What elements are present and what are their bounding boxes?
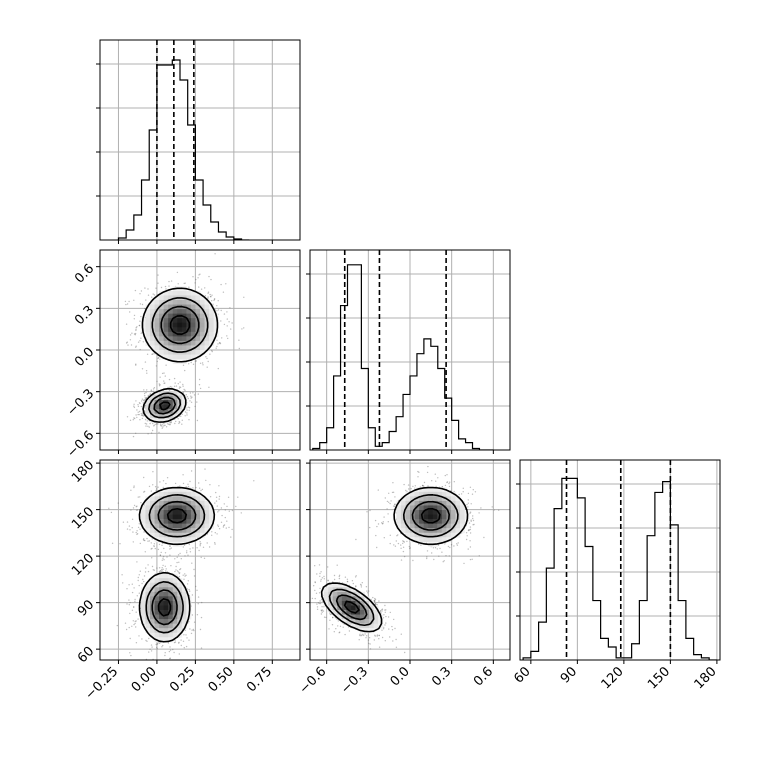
y-tick-label: −0.6 bbox=[64, 428, 97, 461]
x-tick-label: −0.6 bbox=[297, 664, 330, 697]
y-tick-label: 0.0 bbox=[72, 345, 97, 370]
histogram-step bbox=[117, 59, 250, 240]
contour-layer bbox=[138, 287, 469, 643]
x-tick-label: 0.50 bbox=[206, 664, 237, 695]
contour-lines bbox=[141, 287, 219, 423]
x-tick-label: 180 bbox=[692, 664, 720, 692]
histogram-layer bbox=[117, 40, 717, 660]
y-tick-label: 0.6 bbox=[72, 261, 97, 286]
x-tick-label: −0.25 bbox=[83, 664, 122, 703]
y-tick-label: 120 bbox=[69, 551, 97, 579]
x-tick-label: −0.3 bbox=[338, 664, 371, 697]
y-tick-label: 180 bbox=[69, 458, 97, 486]
x-tick-label: 0.3 bbox=[429, 664, 454, 689]
y-tick-label: 150 bbox=[69, 504, 97, 532]
scatter-points bbox=[311, 465, 500, 654]
histogram-panel-2 bbox=[519, 459, 721, 661]
x-tick-label: 60 bbox=[511, 664, 533, 686]
joint-panel-0-2 bbox=[99, 459, 301, 661]
histogram-step bbox=[522, 477, 717, 660]
x-tick-label: 0.25 bbox=[167, 664, 198, 695]
x-tick-label: 0.00 bbox=[129, 664, 160, 695]
histogram-step bbox=[312, 264, 494, 450]
x-tick-label: 150 bbox=[645, 664, 673, 692]
y-tick-label: −0.3 bbox=[64, 386, 97, 419]
contour-lines bbox=[320, 486, 469, 633]
y-tick-label: 90 bbox=[75, 597, 97, 619]
y-tick-label: 0.3 bbox=[72, 303, 97, 328]
contour-lines bbox=[138, 486, 216, 643]
x-tick-label: 0.6 bbox=[471, 664, 496, 689]
x-tick-label: 0.75 bbox=[244, 664, 275, 695]
x-tick-label: 120 bbox=[599, 664, 627, 692]
x-tick-label: 0.0 bbox=[388, 664, 413, 689]
histogram-panel-0 bbox=[99, 39, 301, 241]
y-tick-label: 60 bbox=[75, 644, 97, 666]
x-tick-label: 90 bbox=[558, 664, 580, 686]
